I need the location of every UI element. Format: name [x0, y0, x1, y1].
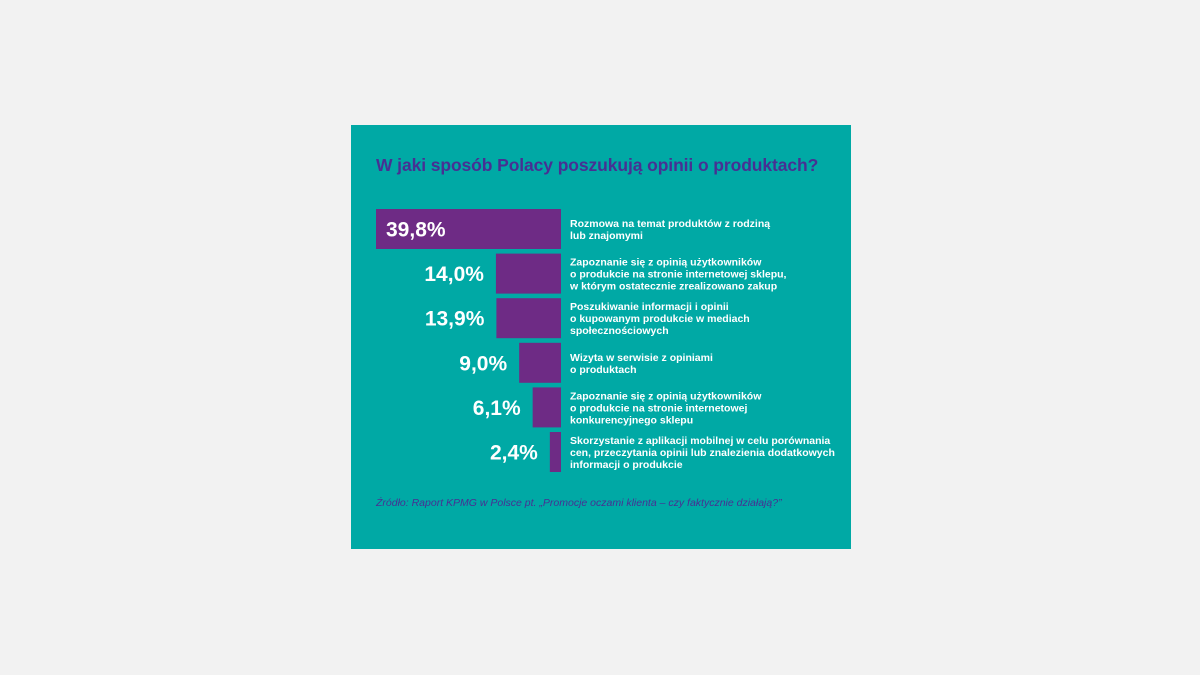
bar — [549, 432, 561, 472]
category-label-line: informacji o produkcie — [570, 459, 683, 471]
category-label-line: cen, przeczytania opinii lub znalezienia… — [570, 447, 835, 459]
bar-value-label: 2,4% — [490, 442, 538, 465]
bar — [519, 342, 561, 383]
category-label-line: o produktach — [570, 364, 637, 376]
chart-title: W jaki sposób Polacy poszukują opinii o … — [376, 155, 819, 175]
bar-value-label: 14,0% — [424, 263, 484, 286]
category-label-line: o produkcie na stronie internetowej skle… — [570, 269, 787, 281]
category-label-line: Wizyta w serwisie z opiniami — [570, 352, 713, 364]
category-label-line: o kupowanym produkcie w mediach — [570, 313, 750, 325]
category-label-line: Poszukiwanie informacji i opinii — [570, 301, 729, 313]
category-label-line: lub znajomymi — [570, 230, 643, 242]
category-label: Zapoznanie się z opinią użytkowników o pr… — [569, 257, 787, 293]
category-label: Skorzystanie z aplikacji mobilnej w celu… — [570, 435, 835, 471]
bar — [376, 209, 561, 249]
category-label-line: Skorzystanie z aplikacji mobilnej w celu… — [570, 435, 830, 447]
chart-card: W jaki sposób Polacy poszukują opinii o … — [351, 125, 851, 549]
bar — [496, 298, 561, 339]
bar-value-label: 13,9% — [425, 308, 485, 331]
bar-value-label: 6,1% — [473, 397, 521, 420]
bar-value-label: 39,8% — [386, 219, 446, 242]
category-label-line: Zapoznanie się z opinią użytkowników — [570, 390, 762, 402]
category-label-line: w którym ostatecznie zrealizowano zakup — [569, 281, 777, 293]
category-label: Rozmowa na temat produktów z rodziną lub … — [570, 218, 770, 242]
category-label: Wizyta w serwisie z opiniami o produktach — [570, 352, 713, 376]
category-label: Poszukiwanie informacji i opinii o kupowa… — [570, 301, 750, 337]
bar-chart: 39,8% Rozmowa na temat produktów z rodzin… — [376, 209, 835, 472]
category-label-line: o produkcie na stronie internetowej — [570, 402, 747, 414]
category-label-line: społecznościowych — [570, 325, 669, 337]
category-label-line: konkurencyjnego sklepu — [570, 414, 693, 426]
category-label-line: Zapoznanie się z opinią użytkowników — [570, 257, 762, 269]
bar — [495, 253, 561, 294]
source-note: Źródło: Raport KPMG w Polsce pt. „Promoc… — [376, 497, 782, 509]
bar-value-label: 9,0% — [459, 352, 507, 375]
category-label: Zapoznanie się z opinią użytkowników o pr… — [570, 390, 762, 426]
bar — [532, 387, 561, 428]
category-label-line: Rozmowa na temat produktów z rodziną — [570, 218, 770, 230]
